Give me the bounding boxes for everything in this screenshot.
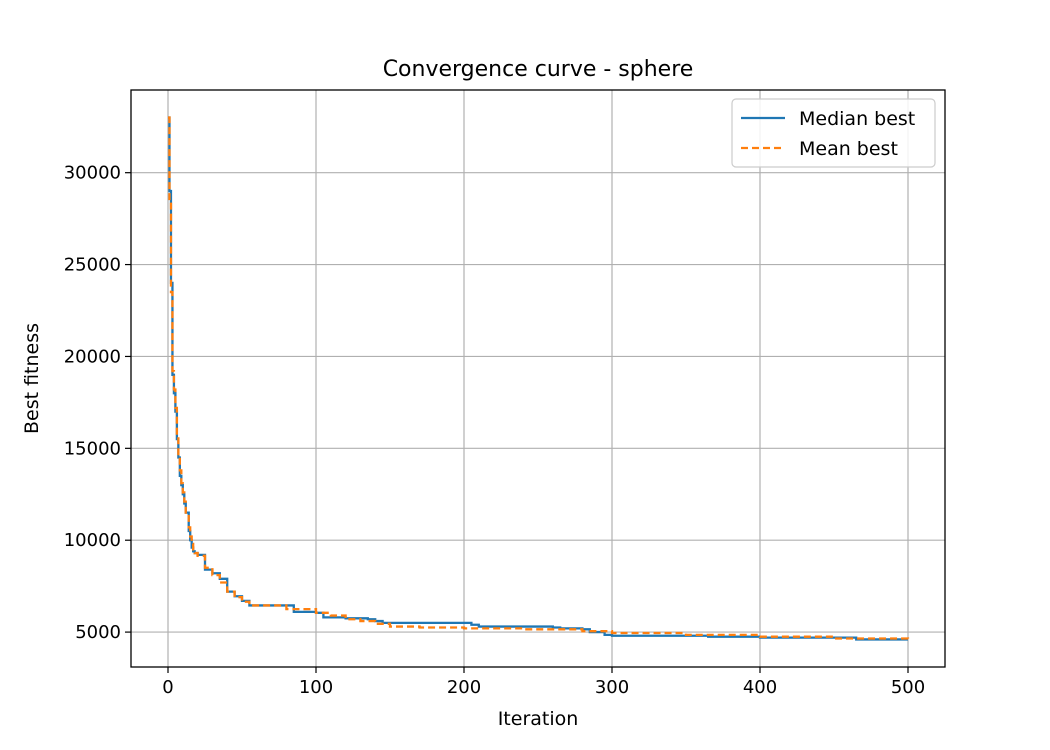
x-axis-label: Iteration xyxy=(498,708,579,730)
plot-frame xyxy=(130,89,946,668)
x-tick-label: 100 xyxy=(299,677,333,698)
grid-layer xyxy=(131,90,945,667)
x-tick-label: 200 xyxy=(447,677,481,698)
series-layer xyxy=(168,116,910,641)
y-tick-label: 5000 xyxy=(75,622,121,643)
y-tick-label: 20000 xyxy=(64,346,121,367)
legend-label-mean-best: Mean best xyxy=(799,138,898,160)
x-tick-label: 300 xyxy=(595,677,629,698)
x-tick-label: 400 xyxy=(743,677,777,698)
x-tick-label: 0 xyxy=(162,677,173,698)
legend-box xyxy=(731,98,936,168)
y-tick-label: 25000 xyxy=(64,255,121,276)
legend-label-median-best: Median best xyxy=(799,108,915,130)
y-tick-label: 15000 xyxy=(64,438,121,459)
legend: Median best Mean best xyxy=(731,98,936,168)
series-line-mean-best xyxy=(168,116,910,640)
tick-layer: 0 100 200 300 400 500 5000 10000 15000 20000 25000… xyxy=(64,163,925,698)
y-axis-label: Best fitness xyxy=(21,323,43,434)
y-tick-label: 10000 xyxy=(64,530,121,551)
series-line-median-best xyxy=(168,116,908,641)
x-tick-label: 500 xyxy=(891,677,925,698)
chart-title: Convergence curve - sphere xyxy=(383,57,694,82)
y-tick-label: 30000 xyxy=(64,163,121,184)
